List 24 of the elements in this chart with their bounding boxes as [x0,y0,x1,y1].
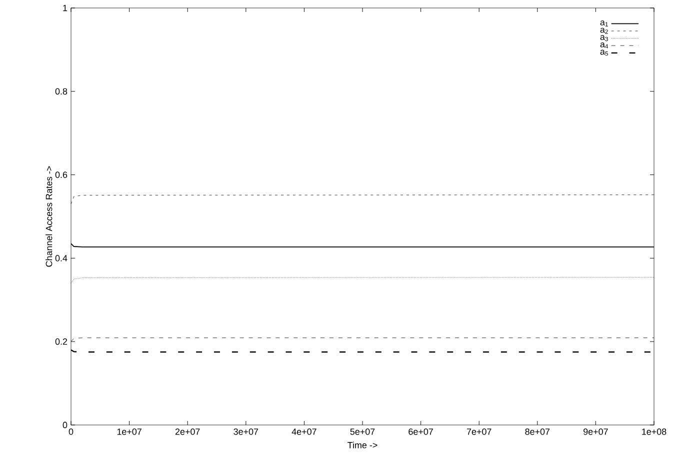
x-tick-label: 5e+07 [350,428,375,435]
x-tick-label: 1e+08 [642,428,666,435]
legend-label: a$_{5}$ [600,50,608,56]
x-axis-title: Time -> [348,442,378,448]
x-tick-label: 6e+07 [408,428,433,435]
x-tick-label: 3e+07 [234,428,258,435]
legend-label: a$_{1}$ [600,20,608,26]
x-tick-label: 1e+07 [117,428,142,435]
y-tick-label: 1 [63,4,68,12]
legend-label: a$_{4}$ [600,42,608,48]
x-tick-label: 7e+07 [466,428,492,435]
legend-label: a$_{3}$ [600,35,608,42]
y-tick-label: 0.6 [55,172,68,178]
x-tick-label: 2e+07 [175,428,200,435]
x-tick-label: 4e+07 [292,428,316,435]
y-tick-label: 0 [62,422,68,428]
y-tick-label: 0.4 [55,255,68,262]
x-tick-label: 8e+07 [525,428,550,435]
x-tick-label: 9e+07 [584,428,608,435]
y-tick-label: 0.8 [55,88,68,95]
y-tick-label: 0.2 [55,338,68,345]
x-tick-label: 0 [68,428,74,435]
y-axis-title: Channel Access Rates -> [46,166,52,267]
legend-label: a$_{2}$ [600,28,608,34]
